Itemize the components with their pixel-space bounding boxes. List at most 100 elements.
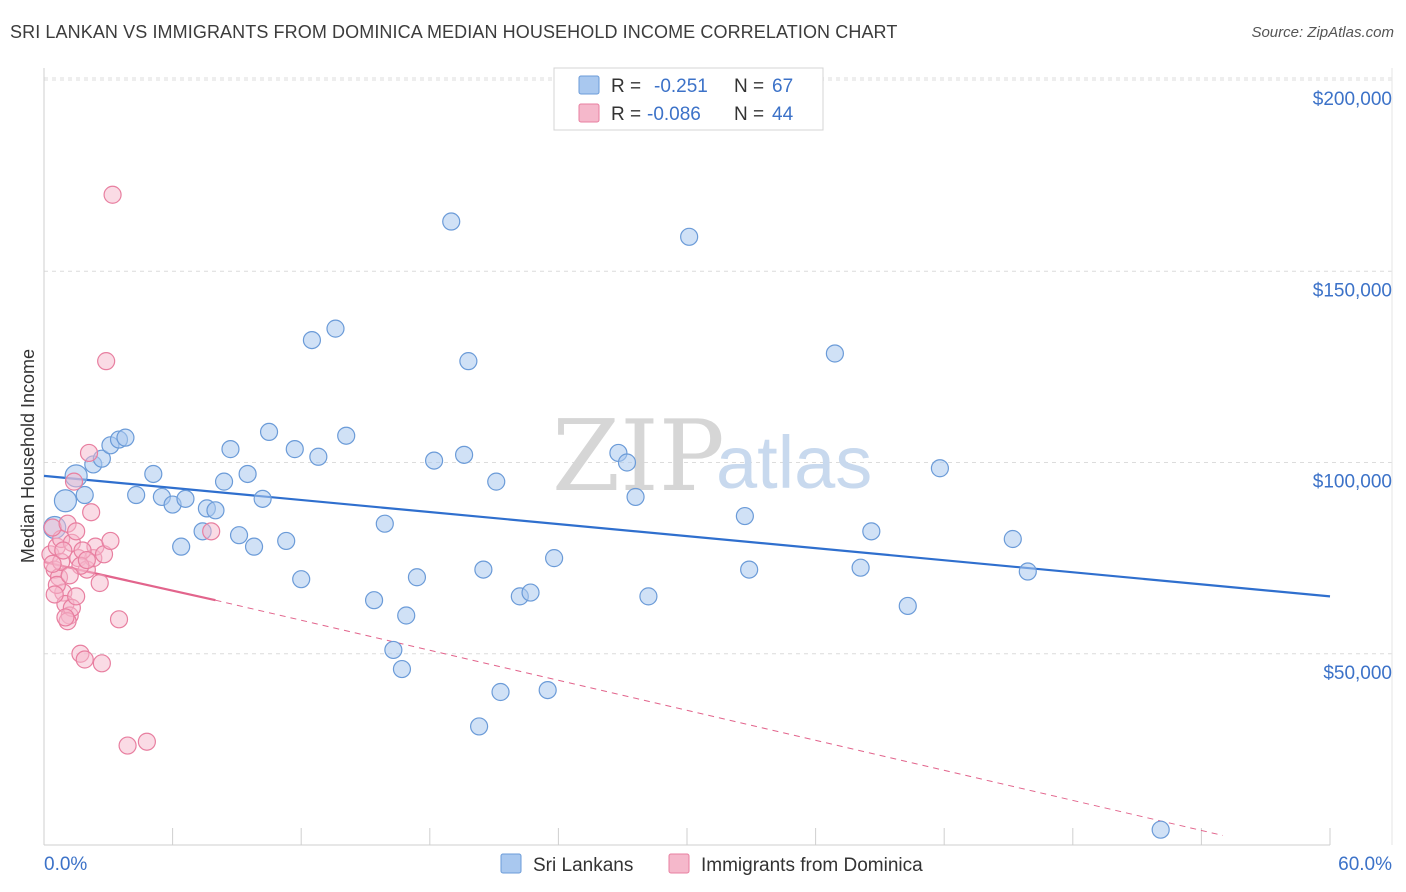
data-point-dominica	[103, 185, 122, 204]
data-point-dominica	[54, 541, 73, 560]
data-point-sri-lankans	[221, 440, 240, 459]
legend-swatch-pink	[578, 103, 600, 123]
data-point-dominica	[67, 522, 86, 541]
data-point-sri-lankans	[626, 487, 645, 507]
data-point-dominica	[43, 518, 62, 537]
data-point-sri-lankans	[253, 489, 272, 508]
legend-r-value: -0.251	[654, 76, 708, 97]
legend-bottom-label-pink: Immigrants from Dominica	[701, 855, 923, 876]
legend-n-label: N =	[734, 76, 764, 97]
data-point-sri-lankans	[735, 506, 754, 526]
trend-line-dominica-extension	[215, 599, 1223, 836]
data-point-dominica	[60, 566, 79, 585]
grid-lines	[44, 77, 1392, 655]
x-tick-label: 60.0%	[1338, 854, 1392, 875]
data-point-sri-lankans	[1003, 529, 1022, 549]
data-point-sri-lankans	[229, 526, 249, 545]
legend-n-value: 67	[772, 76, 793, 97]
watermark-atlas: atlas	[716, 421, 872, 504]
data-point-sri-lankans	[259, 422, 279, 441]
data-point-dominica	[92, 654, 111, 673]
data-point-sri-lankans	[538, 680, 557, 700]
y-tick-label: $100,000	[1313, 472, 1392, 493]
data-point-sri-lankans	[53, 489, 78, 513]
data-point-sri-lankans	[442, 212, 461, 231]
legend-bottom-swatch-pink	[668, 853, 690, 874]
data-point-sri-lankans	[375, 514, 394, 533]
legend-n-value: 44	[772, 104, 794, 125]
data-point-sri-lankans	[424, 451, 444, 470]
data-point-sri-lankans	[474, 560, 493, 579]
data-point-sri-lankans	[214, 472, 234, 491]
data-point-sri-lankans	[545, 549, 564, 568]
data-point-dominica	[45, 585, 64, 604]
chart-title: SRI LANKAN VS IMMIGRANTS FROM DOMINICA M…	[10, 22, 898, 42]
data-point-sri-lankans	[898, 596, 917, 616]
legend-r-label: R =	[611, 104, 641, 125]
data-point-dominica	[101, 531, 120, 551]
data-point-sri-lankans	[172, 537, 191, 556]
data-point-sri-lankans	[397, 606, 416, 625]
legend-bottom: Sri Lankans Immigrants from Dominica	[500, 853, 923, 876]
data-point-dominica	[77, 550, 96, 570]
data-point-sri-lankans	[384, 640, 403, 660]
data-point-dominica	[75, 650, 94, 669]
data-point-dominica	[67, 587, 86, 606]
data-point-sri-lankans	[459, 352, 478, 371]
x-tick-labels: 0.0% 60.0%	[44, 854, 1392, 875]
data-point-sri-lankans	[487, 472, 506, 491]
data-point-sri-lankans	[491, 682, 510, 702]
data-point-sri-lankans	[1018, 562, 1037, 581]
data-point-sri-lankans	[206, 501, 225, 520]
y-tick-labels: $50,000 $100,000 $150,000 $200,000	[1313, 89, 1392, 684]
data-point-sri-lankans	[680, 227, 699, 246]
data-point-dominica	[202, 522, 221, 541]
data-point-sri-lankans	[277, 531, 296, 551]
data-point-sri-lankans	[176, 489, 195, 508]
data-point-sri-lankans	[851, 558, 870, 577]
data-point-dominica	[64, 472, 84, 491]
legend-swatch-blue	[578, 75, 600, 95]
data-point-sri-lankans	[309, 447, 328, 466]
source-label: Source: ZipAtlas.com	[1251, 24, 1394, 41]
data-point-sri-lankans	[740, 560, 759, 579]
x-tick-label: 0.0%	[44, 854, 87, 875]
data-point-dominica	[137, 732, 156, 751]
data-point-sri-lankans	[454, 445, 474, 464]
y-axis-title: Median Household Income	[18, 349, 38, 563]
legend-top: R = -0.251 N = 67 R = -0.086 N = 44	[553, 67, 824, 131]
data-point-sri-lankans	[302, 331, 322, 350]
data-point-sri-lankans	[407, 568, 427, 587]
data-point-sri-lankans	[292, 570, 311, 589]
legend-bottom-label-blue: Sri Lankans	[533, 855, 633, 876]
y-tick-label: $150,000	[1313, 280, 1392, 301]
data-point-dominica	[97, 352, 116, 371]
data-point-sri-lankans	[825, 344, 844, 363]
data-point-sri-lankans	[337, 426, 356, 445]
data-point-sri-lankans	[469, 717, 489, 736]
data-point-sri-lankans	[127, 485, 146, 505]
data-point-sri-lankans	[1151, 820, 1170, 839]
data-point-sri-lankans	[392, 659, 412, 679]
data-point-sri-lankans	[930, 459, 950, 478]
data-point-dominica	[90, 573, 109, 593]
data-point-sri-lankans	[116, 428, 135, 447]
data-point-dominica	[118, 736, 137, 755]
data-point-sri-lankans	[285, 440, 304, 459]
data-point-dominica	[56, 608, 75, 627]
data-point-sri-lankans	[521, 583, 540, 602]
data-point-sri-lankans	[326, 319, 345, 338]
data-point-dominica	[82, 503, 101, 522]
y-tick-label: $50,000	[1323, 663, 1392, 684]
data-point-sri-lankans	[617, 453, 637, 472]
legend-bottom-swatch-blue	[500, 853, 522, 874]
watermark: ZIP atlas	[552, 400, 872, 514]
data-point-dominica	[109, 610, 129, 629]
legend-r-value: -0.086	[647, 104, 701, 125]
legend-n-label: N =	[734, 104, 764, 125]
data-point-sri-lankans	[75, 485, 94, 505]
axes	[43, 68, 1393, 846]
data-point-sri-lankans	[364, 591, 384, 610]
data-point-sri-lankans	[639, 587, 658, 606]
